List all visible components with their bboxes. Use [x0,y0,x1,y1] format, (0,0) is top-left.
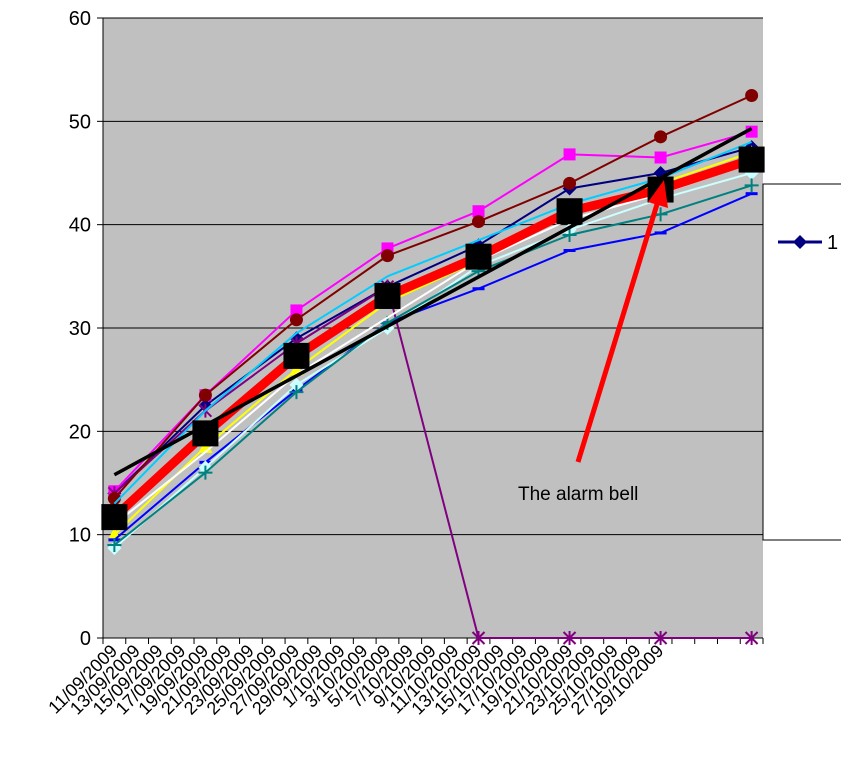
series-line [113,130,752,492]
y-tick-label: 40 [69,215,91,237]
data-point [471,631,486,645]
data-point [380,249,394,263]
data-point [653,631,668,645]
data-point [562,631,577,645]
legend-label: 1 [827,232,838,254]
y-tick-label: 60 [69,8,91,30]
data-point [465,243,492,270]
series-11 [111,155,754,521]
series-line [113,151,752,536]
annotation-text: The alarm bell [518,484,638,505]
series-6 [113,141,752,505]
data-point [374,282,401,309]
y-tick-label: 20 [69,421,91,443]
annotation-arrow [575,187,665,463]
data-point [107,538,122,552]
data-point [562,228,577,242]
data-point [745,125,758,138]
series-group [101,89,765,645]
data-point [289,313,303,327]
x-axis-ticks: 11/09/200913/09/200915/09/200917/09/2009… [44,638,764,719]
data-point [745,89,759,102]
data-point [738,146,765,173]
data-point [744,178,759,193]
data-point [556,198,583,225]
data-point [744,631,759,645]
series-line [113,184,752,546]
data-point [101,504,128,531]
series-line [113,146,752,495]
data-point [192,420,219,447]
y-tick-label: 30 [69,318,91,340]
y-tick-label: 0 [80,628,91,650]
y-axis-ticks: 0 10 20 30 40 50 60 [69,8,103,650]
legend-marker [793,235,807,249]
legend: 1 [762,183,841,541]
data-point [198,465,213,480]
data-point [472,205,485,218]
data-point [283,342,310,369]
data-point [654,130,668,144]
data-point [472,215,486,229]
alarm-annotation: The alarm bell [518,180,668,505]
series-line [111,155,754,521]
data-point [290,304,303,317]
y-tick-label: 10 [69,525,91,547]
series-line [113,94,753,500]
series-12 [101,146,765,531]
trend-line [113,127,753,477]
series-5 [107,89,759,505]
data-point [563,176,577,190]
series-10 [113,161,752,526]
series-line [113,161,752,526]
y-tick-label: 50 [69,111,91,133]
data-point [289,385,304,400]
annotation-arrowhead [648,180,668,208]
data-point [198,388,212,402]
data-point [654,151,667,164]
series-line [113,285,752,639]
series-9 [107,178,759,552]
series-line [113,141,752,505]
data-point [563,148,576,161]
